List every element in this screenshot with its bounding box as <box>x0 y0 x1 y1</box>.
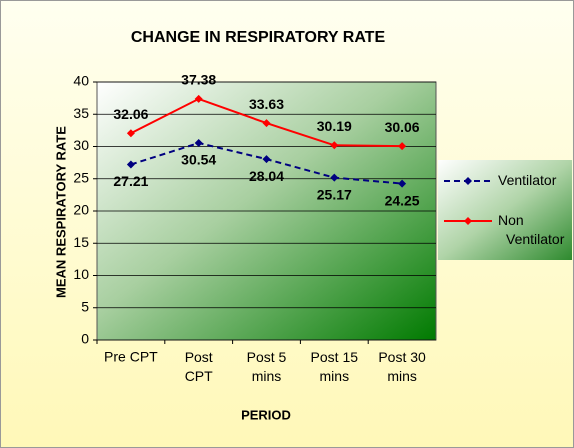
y-tick-label: 5 <box>81 298 89 314</box>
legend-box <box>438 160 572 260</box>
data-label: 25.17 <box>317 186 352 202</box>
data-point <box>194 94 203 103</box>
x-tick-label: Post 30 mins <box>378 349 426 384</box>
data-label: 30.19 <box>317 118 352 134</box>
data-point <box>398 142 407 151</box>
data-label: 33.63 <box>249 96 284 112</box>
data-point <box>262 119 271 128</box>
data-point <box>126 160 135 169</box>
y-tick-label: 35 <box>73 105 89 121</box>
legend-marker <box>464 177 472 185</box>
x-tick-label: Post CPT <box>185 349 213 384</box>
data-point <box>398 179 407 188</box>
data-label: 37.38 <box>181 72 216 88</box>
y-tick-label: 10 <box>73 266 89 282</box>
chart-title: CHANGE IN RESPIRATORY RATE <box>131 29 386 46</box>
data-label: 32.06 <box>113 106 148 122</box>
x-tick-label: Post 5 mins <box>247 349 287 384</box>
data-point <box>126 129 135 138</box>
x-tick-label: Pre CPT <box>104 349 158 365</box>
data-point <box>262 155 271 164</box>
legend-label: Ventilator <box>498 172 557 188</box>
y-tick-label: 25 <box>73 169 89 185</box>
y-tick-label: 40 <box>73 73 89 89</box>
y-tick-label: 30 <box>73 137 89 153</box>
data-label: 30.54 <box>181 152 216 168</box>
data-label: 24.25 <box>385 192 420 208</box>
legend-label: Non Ventilator <box>498 212 565 247</box>
y-tick-label: 20 <box>73 202 89 218</box>
y-axis-label: MEAN RESPIRATORY RATE <box>53 126 68 298</box>
x-tick-label: Post 15 mins <box>311 349 359 384</box>
data-label: 30.06 <box>385 119 420 135</box>
y-tick-label: 15 <box>73 234 89 250</box>
y-tick-label: 0 <box>81 331 89 347</box>
data-label: 27.21 <box>113 173 148 189</box>
x-axis-label: PERIOD <box>241 407 291 422</box>
data-label: 28.04 <box>249 168 284 184</box>
data-point <box>330 173 339 182</box>
legend-marker <box>464 217 472 225</box>
data-point <box>194 139 203 148</box>
data-point <box>330 141 339 150</box>
